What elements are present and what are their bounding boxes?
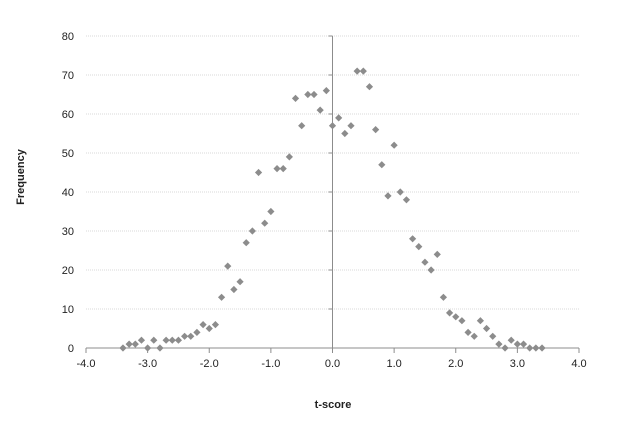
data-point bbox=[341, 129, 349, 138]
data-point bbox=[267, 207, 275, 216]
data-point bbox=[526, 344, 534, 352]
data-point bbox=[513, 340, 521, 348]
data-point bbox=[119, 344, 127, 352]
data-point bbox=[402, 196, 411, 204]
data-point bbox=[507, 336, 515, 344]
y-tick-label: 50 bbox=[62, 148, 74, 160]
y-tick-label: 60 bbox=[62, 109, 74, 121]
data-point bbox=[304, 90, 312, 99]
x-tick-label: -1.0 bbox=[261, 358, 280, 370]
y-tick-label: 30 bbox=[62, 226, 74, 238]
data-point bbox=[328, 122, 337, 130]
data-point bbox=[335, 114, 343, 122]
data-point bbox=[156, 344, 164, 352]
axes bbox=[85, 35, 580, 353]
data-point bbox=[236, 278, 244, 286]
data-point bbox=[131, 340, 139, 348]
x-tick-label: 1.0 bbox=[386, 358, 401, 370]
data-point bbox=[347, 122, 355, 130]
data-point bbox=[495, 340, 503, 348]
x-axis-label: t-score bbox=[315, 399, 352, 411]
x-tick-label: -2.0 bbox=[200, 358, 219, 370]
data-point bbox=[433, 250, 441, 258]
data-point bbox=[181, 332, 189, 340]
data-point bbox=[378, 161, 386, 169]
y-tick-label: 0 bbox=[68, 343, 74, 355]
x-tick-label: 0.0 bbox=[325, 358, 340, 370]
data-point bbox=[421, 258, 429, 266]
y-tick-label: 80 bbox=[62, 31, 74, 43]
data-point bbox=[452, 313, 460, 321]
data-point bbox=[464, 328, 472, 336]
y-tick-label: 70 bbox=[62, 70, 74, 82]
y-tick-label: 20 bbox=[62, 265, 74, 277]
data-point bbox=[365, 83, 374, 91]
y-axis-label: Frequency bbox=[15, 148, 27, 205]
data-point bbox=[322, 87, 330, 95]
data-point bbox=[193, 328, 201, 336]
data-point bbox=[470, 332, 478, 340]
data-point bbox=[217, 293, 226, 301]
x-tick-label: 2.0 bbox=[448, 358, 463, 370]
data-point bbox=[279, 165, 287, 173]
data-point bbox=[359, 67, 367, 75]
data-point bbox=[298, 122, 306, 130]
data-point bbox=[390, 141, 398, 149]
data-point bbox=[396, 188, 404, 196]
data-point bbox=[242, 239, 250, 247]
tick-labels: -4.0 -3.0 -2.0 -1.0 0.0 1.0 2.0 3.0 4.0 0 10 20 30 40… bbox=[62, 31, 587, 370]
data-point bbox=[187, 332, 195, 340]
data-point bbox=[538, 344, 546, 352]
data-point bbox=[310, 90, 318, 99]
data-point bbox=[248, 227, 256, 235]
data-point bbox=[285, 153, 293, 161]
data-point bbox=[137, 336, 146, 344]
data-point bbox=[532, 344, 540, 352]
data-point bbox=[125, 340, 133, 348]
x-tick-label: 4.0 bbox=[571, 358, 586, 370]
data-point bbox=[316, 106, 324, 114]
data-point bbox=[482, 324, 491, 333]
data-point bbox=[372, 126, 380, 134]
data-point bbox=[168, 336, 176, 344]
data-point bbox=[415, 243, 423, 251]
data-point bbox=[439, 293, 448, 301]
data-point bbox=[458, 317, 466, 325]
data-point bbox=[254, 168, 263, 177]
data-point bbox=[144, 344, 152, 352]
data-point bbox=[353, 67, 361, 75]
y-tick-label: 10 bbox=[62, 304, 74, 316]
data-point bbox=[150, 336, 158, 344]
data-point bbox=[409, 235, 417, 243]
x-tick-label: 3.0 bbox=[510, 358, 525, 370]
data-point bbox=[224, 262, 232, 270]
data-point bbox=[476, 317, 484, 325]
data-point bbox=[501, 344, 509, 352]
data-point bbox=[261, 219, 269, 227]
data-point bbox=[205, 324, 213, 333]
data-point bbox=[211, 321, 220, 329]
data-point bbox=[384, 192, 392, 200]
data-point bbox=[174, 336, 183, 344]
x-tick-label: -3.0 bbox=[138, 358, 157, 370]
x-tick-label: -4.0 bbox=[77, 358, 96, 370]
data-point bbox=[162, 336, 170, 344]
data-point bbox=[427, 266, 435, 274]
data-point bbox=[199, 321, 207, 329]
data-point bbox=[489, 332, 497, 340]
data-point bbox=[445, 309, 454, 317]
data-point bbox=[291, 94, 300, 102]
data-point bbox=[273, 165, 281, 173]
data-point bbox=[230, 285, 238, 294]
data-points bbox=[119, 67, 546, 352]
data-point bbox=[519, 340, 528, 348]
y-tick-label: 40 bbox=[62, 187, 74, 199]
